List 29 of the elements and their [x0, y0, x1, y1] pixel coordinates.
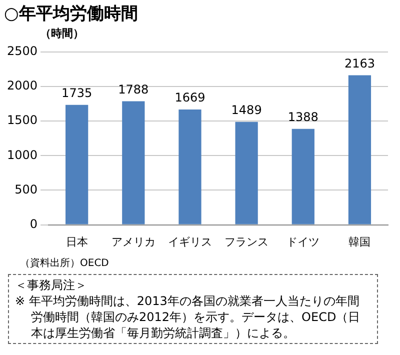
bar — [292, 128, 314, 224]
y-axis-title: （時間） — [40, 26, 84, 41]
bar — [178, 109, 202, 224]
y-tick-label: 1000 — [6, 148, 38, 162]
x-tick-label: 日本 — [66, 235, 88, 248]
x-tick-label: イギリス — [168, 235, 212, 248]
data-label: 1489 — [231, 103, 262, 118]
chart-title: ○年平均労働時間 — [4, 3, 138, 25]
bar — [122, 101, 145, 224]
bar — [235, 122, 258, 224]
y-tick-label: 1500 — [6, 113, 38, 128]
x-tick-label: フランス — [224, 235, 269, 248]
data-label: 1735 — [62, 86, 92, 100]
data-label: 1788 — [118, 82, 149, 96]
bar — [348, 75, 372, 224]
y-tick-label: 0 — [30, 216, 38, 231]
text: （資料出所）OECD — [20, 256, 109, 270]
x-tick-label: アメリカ — [111, 235, 156, 248]
data-label: 2163 — [344, 56, 375, 70]
data-label: 1388 — [288, 110, 318, 124]
y-tick-label: 500 — [14, 182, 38, 196]
bar — [66, 104, 88, 224]
text: ※ 年平均労働時間は、2013年の各国の就業者一人当たりの年間労働時間（韓国のみ2012年）を示す。データは、OECD（日本は厚生労働省「毎月勤労統計調査」）による。 — [15, 293, 362, 341]
y-tick-label: 2000 — [6, 78, 38, 93]
x-tick-label: ドイツ — [286, 235, 320, 248]
data-label: 1669 — [174, 90, 206, 105]
x-tick-label: 韓国 — [348, 235, 371, 248]
text: ＜事務局注＞ — [15, 277, 88, 293]
y-tick-label: 2500 — [6, 44, 38, 58]
